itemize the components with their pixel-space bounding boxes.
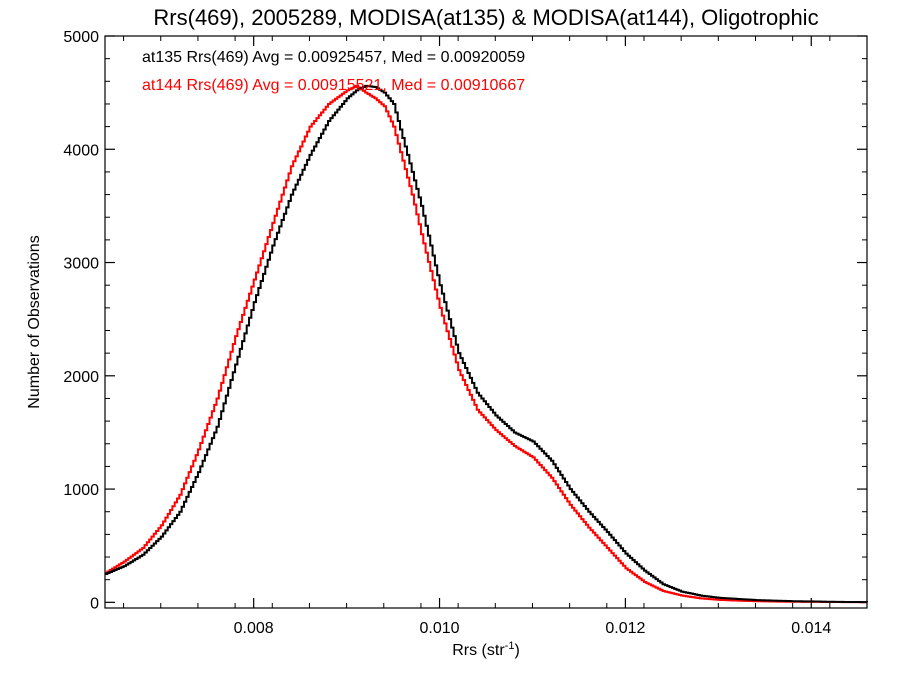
y-tick-label: 2000 [63,369,99,386]
plot-frame [104,35,868,609]
x-tick-label: 0.008 [234,620,274,637]
x-tick-label: 0.010 [420,620,460,637]
y-axis-label: Number of Observations [26,235,43,408]
y-axis: 0 1000 2000 3000 4000 5000 [63,29,867,612]
x-axis-label-tail: ) [514,642,519,659]
chart-title: Rrs(469), 2005289, MODISA(at135) & MODIS… [153,5,818,30]
x-tick-label: 0.012 [605,620,645,637]
y-tick-label: 4000 [63,142,99,159]
x-axis-label: Rrs (str-1) [452,640,520,659]
x-axis-label-main: Rrs (str [452,642,505,659]
x-tick-label: 0.014 [791,620,831,637]
annotation-line-1: at144 Rrs(469) Avg = 0.00915521, Med = 0… [142,77,525,94]
series-1-line [105,84,868,604]
x-axis-label-superscript: -1 [505,640,515,652]
x-axis: 0.008 0.010 0.012 0.014 [123,36,868,637]
y-tick-label: 3000 [63,256,99,273]
series-0-line [105,84,868,604]
series-layer [105,84,868,604]
y-tick-label: 5000 [63,29,99,46]
annotation-layer: at135 Rrs(469) Avg = 0.00925457, Med = 0… [142,49,525,94]
y-tick-label: 0 [90,595,99,612]
annotation-line-0: at135 Rrs(469) Avg = 0.00925457, Med = 0… [142,49,525,66]
y-tick-label: 1000 [63,482,99,499]
